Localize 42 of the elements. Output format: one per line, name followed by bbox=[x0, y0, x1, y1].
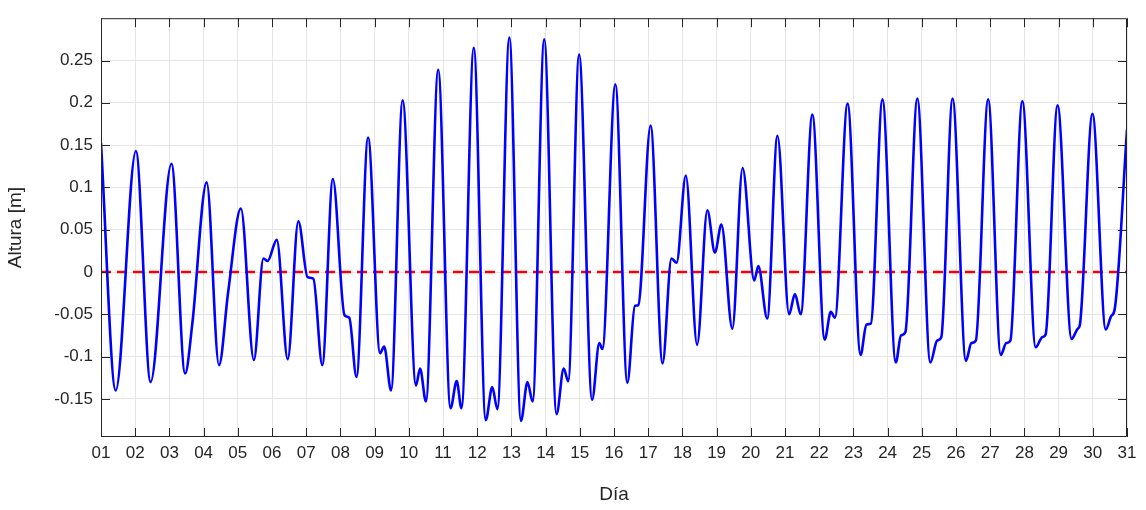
x-tick-label: 18 bbox=[672, 442, 692, 462]
x-tick-label: 06 bbox=[262, 442, 282, 462]
x-tick-label: 02 bbox=[125, 442, 145, 462]
x-tick-label: 20 bbox=[741, 442, 761, 462]
x-tick-label: 31 bbox=[1117, 442, 1137, 462]
x-tick-label: 15 bbox=[570, 442, 590, 462]
y-tick-label: -0.15 bbox=[54, 388, 93, 408]
x-tick-label: 28 bbox=[1014, 442, 1034, 462]
y-tick-label: -0.1 bbox=[63, 346, 93, 366]
x-tick-label: 21 bbox=[775, 442, 795, 462]
x-tick-label: 17 bbox=[638, 442, 658, 462]
y-tick-label: 0 bbox=[83, 261, 93, 281]
x-tick-label: 30 bbox=[1083, 442, 1103, 462]
x-tick-label: 23 bbox=[843, 442, 863, 462]
x-tick-label: 10 bbox=[399, 442, 419, 462]
x-tick-label: 11 bbox=[434, 442, 452, 462]
y-tick-label: 0.25 bbox=[59, 50, 93, 70]
x-tick-label: 19 bbox=[707, 442, 727, 462]
x-tick-label: 07 bbox=[296, 442, 316, 462]
y-tick-label: 0.2 bbox=[69, 92, 93, 112]
y-tick-label: 0.15 bbox=[59, 134, 93, 154]
y-tick-label: 0.1 bbox=[69, 177, 93, 197]
x-tick-label: 01 bbox=[91, 442, 111, 462]
x-tick-label: 22 bbox=[809, 442, 829, 462]
x-tick-label: 04 bbox=[194, 442, 214, 462]
x-tick-label: 16 bbox=[604, 442, 624, 462]
x-tick-label: 24 bbox=[878, 442, 898, 462]
y-tick-label: -0.05 bbox=[54, 304, 93, 324]
x-tick-label: 12 bbox=[467, 442, 487, 462]
x-tick-label: 09 bbox=[365, 442, 385, 462]
x-tick-label: 27 bbox=[980, 442, 1000, 462]
x-axis-title: Día bbox=[599, 482, 630, 504]
x-tick-label: 29 bbox=[1049, 442, 1069, 462]
x-tick-label: 14 bbox=[536, 442, 556, 462]
x-tick-label: 05 bbox=[228, 442, 248, 462]
x-tick-label: 03 bbox=[159, 442, 179, 462]
x-tick-label: 13 bbox=[501, 442, 521, 462]
x-tick-label: 26 bbox=[946, 442, 966, 462]
y-axis-title: Altura [m] bbox=[3, 186, 25, 269]
x-tick-label: 25 bbox=[912, 442, 932, 462]
y-tick-label: 0.05 bbox=[59, 219, 93, 239]
x-tick-label: 08 bbox=[330, 442, 350, 462]
